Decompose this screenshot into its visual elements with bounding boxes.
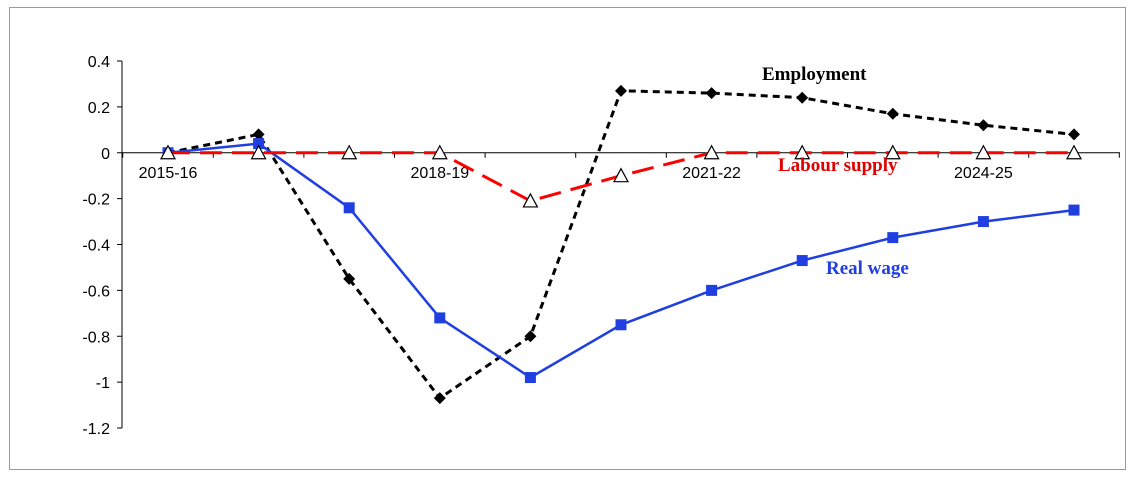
x-tick-label: 2015-16 [139,165,198,182]
data-point-real-wage [434,312,446,324]
y-tick-label: 0 [101,146,110,163]
data-point-employment [705,87,718,100]
y-tick-label: 0.2 [88,100,110,117]
data-point-labour-supply [703,144,720,160]
data-point-real-wage [524,372,536,384]
series-layer [159,84,1083,405]
data-point-real-wage [1068,204,1080,216]
data-point-labour-supply [1065,144,1083,160]
series-line-employment [167,89,1075,401]
data-point-labour-supply [612,167,630,183]
series-label-employment: Employment [762,64,867,85]
data-point-employment [343,272,356,285]
y-tick-label: -0.2 [82,192,110,209]
series-label-labour-supply: Labour supply [778,155,898,176]
data-point-real-wage [343,202,355,214]
y-tick-label: -0.6 [82,283,110,300]
data-point-labour-supply [884,144,901,160]
data-point-employment [615,84,627,97]
data-point-labour-supply [159,144,177,160]
data-point-labour-supply [975,144,992,160]
data-point-real-wage [253,138,265,150]
data-point-labour-supply [250,144,267,160]
data-point-employment [977,119,990,132]
y-tick-label: -1 [96,375,110,392]
labels-layer: Employment Labour supply Real wage [762,64,909,279]
data-point-labour-supply [794,144,811,160]
series-employment [162,84,1080,405]
y-tick-label: 0.4 [88,54,110,71]
y-tick-label: -1.2 [82,421,110,438]
data-point-employment [524,330,537,343]
x-tick-label: 2024-25 [954,165,1013,182]
series-real-wage [162,138,1080,384]
x-tick-label: 2018-19 [410,165,469,182]
data-point-employment [796,91,809,104]
data-point-employment [252,128,265,141]
data-point-real-wage [977,216,989,228]
y-tick-label: -0.4 [82,238,110,255]
data-point-real-wage [887,232,899,244]
data-point-employment [1068,128,1080,141]
data-point-labour-supply [341,144,358,160]
data-point-real-wage [796,255,808,267]
axes: 0.4 0.2 0 -0.2 -0.4 -0.6 -0.8 -1 -1.2 2015-16 2018… [82,54,1120,438]
data-point-employment [433,392,446,405]
series-label-real-wage: Real wage [826,258,909,279]
series-labour-supply [159,144,1083,208]
x-tick-label: 2021-22 [682,165,741,182]
data-point-labour-supply [522,192,539,208]
data-point-labour-supply [431,144,448,160]
data-point-real-wage [615,319,627,331]
data-point-real-wage [706,284,718,296]
y-tick-label: -0.8 [82,329,110,346]
data-point-employment [886,107,899,120]
